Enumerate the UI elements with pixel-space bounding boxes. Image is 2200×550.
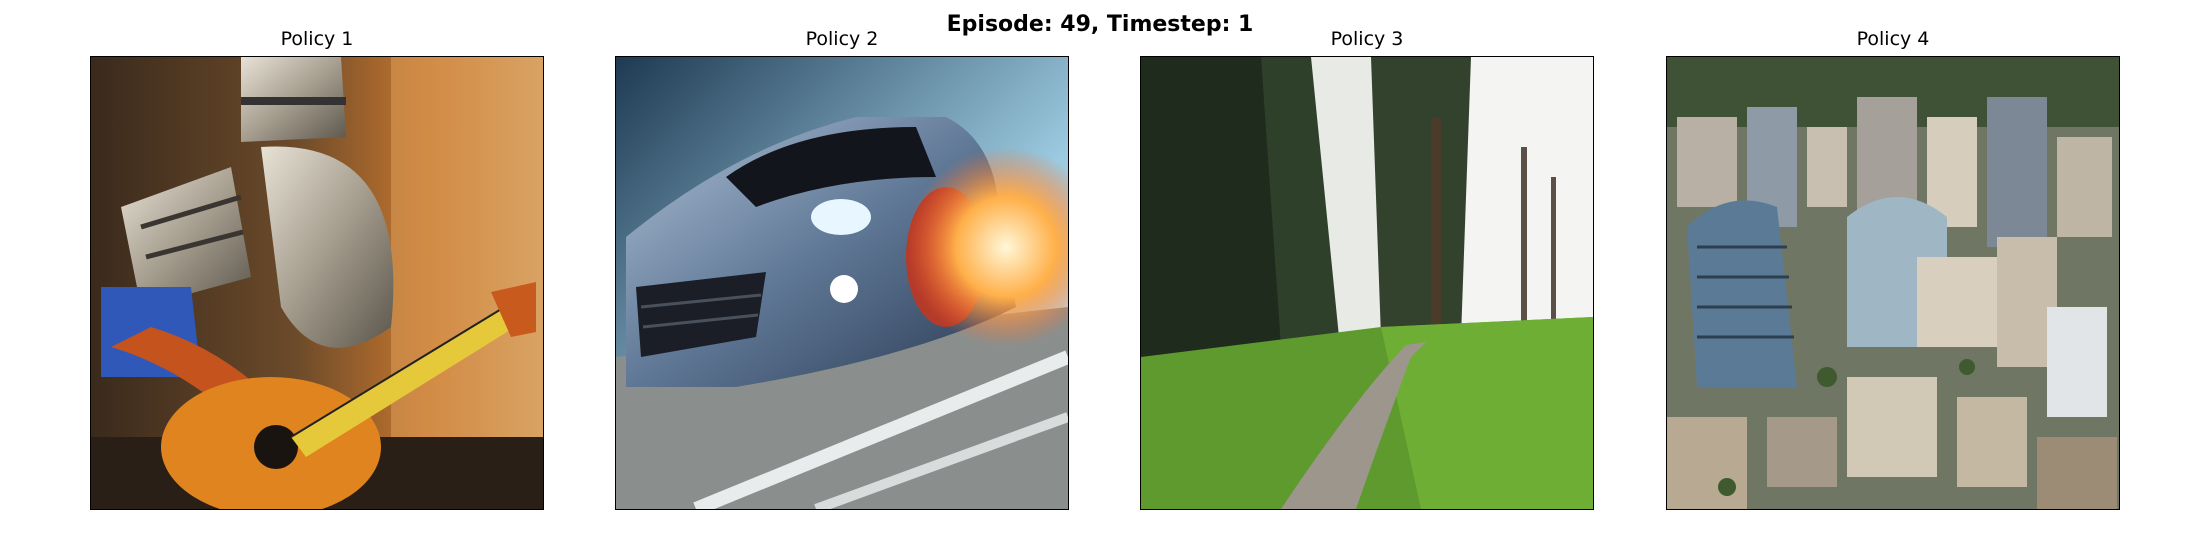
panel-1-image	[90, 56, 544, 510]
knight-guitar-painting	[91, 57, 543, 509]
panel-4-image	[1666, 56, 2120, 510]
panel-4-title: Policy 4	[1856, 28, 1930, 50]
figure-title: Episode: 49, Timestep: 1	[946, 12, 1254, 37]
aerial-city-picture	[1667, 57, 2119, 509]
panel-3-title: Policy 3	[1330, 28, 1404, 50]
panel-1-title: Policy 1	[280, 28, 354, 50]
forest-path-picture	[1141, 57, 1593, 509]
speeding-car-picture	[616, 57, 1068, 509]
panel-2-title: Policy 2	[805, 28, 879, 50]
panel-2-image	[615, 56, 1069, 510]
panel-3-image	[1140, 56, 1594, 510]
